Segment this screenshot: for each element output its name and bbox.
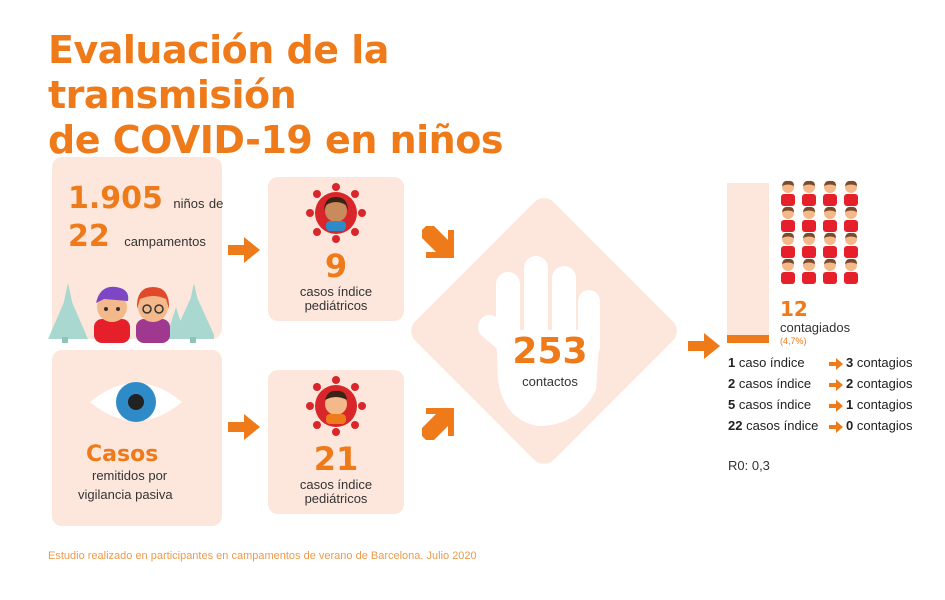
breakdown-infections-label: contagios (853, 418, 913, 433)
arrow-right-icon (829, 379, 843, 391)
arrow-right-icon (829, 421, 843, 433)
person-icon (781, 206, 795, 232)
breakdown-cases: 5 casos índice (728, 397, 811, 412)
index-bottom-line-2: pediátricos (304, 491, 368, 506)
arrow-right-icon (228, 237, 260, 263)
arrow-right-icon (829, 358, 843, 370)
children-label: niños (173, 196, 205, 211)
breakdown-cases: 22 casos índice (728, 418, 818, 433)
passive-line-1: remitidos por (92, 468, 168, 483)
breakdown-infections: 0 contagios (846, 418, 913, 433)
infected-label: contagiados (780, 320, 851, 335)
infected-count: 12 (780, 297, 808, 321)
infected-people-grid (778, 180, 868, 292)
index-bottom-line-1: casos índice (299, 477, 373, 492)
breakdown-infections-num: 1 (846, 397, 854, 412)
camps-count: 22 (68, 219, 110, 254)
de-label: de (208, 196, 224, 211)
page-title: Evaluación de la transmisión de COVID-19… (48, 28, 648, 163)
child-girl-icon (136, 287, 170, 343)
person-icon (802, 232, 816, 258)
breakdown-infections: 2 contagios (846, 376, 913, 391)
breakdown-cases-num: 22 (728, 418, 743, 433)
children-trees-illustration (48, 283, 214, 343)
arrow-down-right-icon (422, 226, 454, 258)
breakdown-infections-label: contagios (853, 376, 913, 391)
breakdown-cases-label: casos índice (735, 376, 812, 391)
arrow-right-icon (228, 414, 260, 440)
passive-surveillance-panel: Casos remitidos por vigilancia pasiva (52, 350, 222, 526)
breakdown-cases-num: 5 (728, 397, 736, 412)
results-bar-fill (727, 335, 769, 343)
breakdown-cases-label: casos índice (742, 418, 819, 433)
breakdown-cases-label: caso índice (735, 355, 805, 370)
arrow-right-icon (688, 333, 720, 359)
title-line-2: de COVID-19 en niños (48, 118, 503, 162)
index-top-line-2: pediátricos (304, 298, 368, 313)
person-icon (802, 206, 816, 232)
index-bottom-count: 21 (313, 440, 359, 478)
arrow-right-icon (829, 400, 843, 412)
person-icon (781, 180, 795, 206)
breakdown-infections: 3 contagios (846, 355, 913, 370)
person-icon (802, 258, 816, 284)
arrow-up-right-icon (422, 408, 454, 440)
index-cases-top-panel: 9 casos índice pediátricos (268, 177, 404, 321)
person-icon (823, 232, 837, 258)
virus-boy-icon (306, 376, 366, 436)
breakdown-cases: 2 casos índice (728, 376, 811, 391)
breakdown-cases-num: 2 (728, 376, 736, 391)
breakdown-infections-label: contagios (853, 355, 913, 370)
results-bar-track (727, 183, 769, 343)
breakdown-infections-label: contagios (853, 397, 913, 412)
camps-label: campamentos (124, 234, 206, 249)
index-top-line-1: casos índice (299, 284, 373, 299)
person-icon (823, 258, 837, 284)
person-icon (823, 180, 837, 206)
person-icon (844, 232, 858, 258)
breakdown-infections-num: 0 (846, 418, 854, 433)
footer-note: Estudio realizado en participantes en ca… (48, 550, 477, 562)
person-icon (781, 258, 795, 284)
title-line-1: Evaluación de la transmisión (48, 28, 389, 117)
hand-icon (477, 256, 600, 426)
breakdown-infections: 1 contagios (846, 397, 913, 412)
eye-icon (90, 382, 182, 422)
passive-title: Casos (86, 442, 159, 467)
r0-value: R0: 0,3 (728, 458, 770, 473)
person-icon (844, 180, 858, 206)
index-cases-bottom-panel: 21 casos índice pediátricos (268, 370, 404, 514)
contacts-count: 253 (512, 331, 588, 372)
virus-girl-icon (306, 183, 366, 243)
person-icon (802, 180, 816, 206)
infected-percent: (4,7%) (780, 336, 807, 346)
camps-panel: 1.905 niños de 22 campamentos (48, 157, 224, 343)
breakdown-cases: 1 caso índice (728, 355, 805, 370)
person-icon (781, 232, 795, 258)
child-boy-icon (94, 286, 130, 343)
children-count: 1.905 (68, 181, 163, 216)
index-top-count: 9 (324, 247, 348, 285)
breakdown-infections-num: 3 (846, 355, 854, 370)
breakdown-infections-num: 2 (846, 376, 854, 391)
person-icon (844, 206, 858, 232)
passive-line-2: vigilancia pasiva (78, 487, 173, 502)
person-icon (823, 206, 837, 232)
contacts-label: contactos (522, 374, 578, 389)
breakdown-cases-num: 1 (728, 355, 736, 370)
breakdown-cases-label: casos índice (735, 397, 812, 412)
person-icon (844, 258, 858, 284)
